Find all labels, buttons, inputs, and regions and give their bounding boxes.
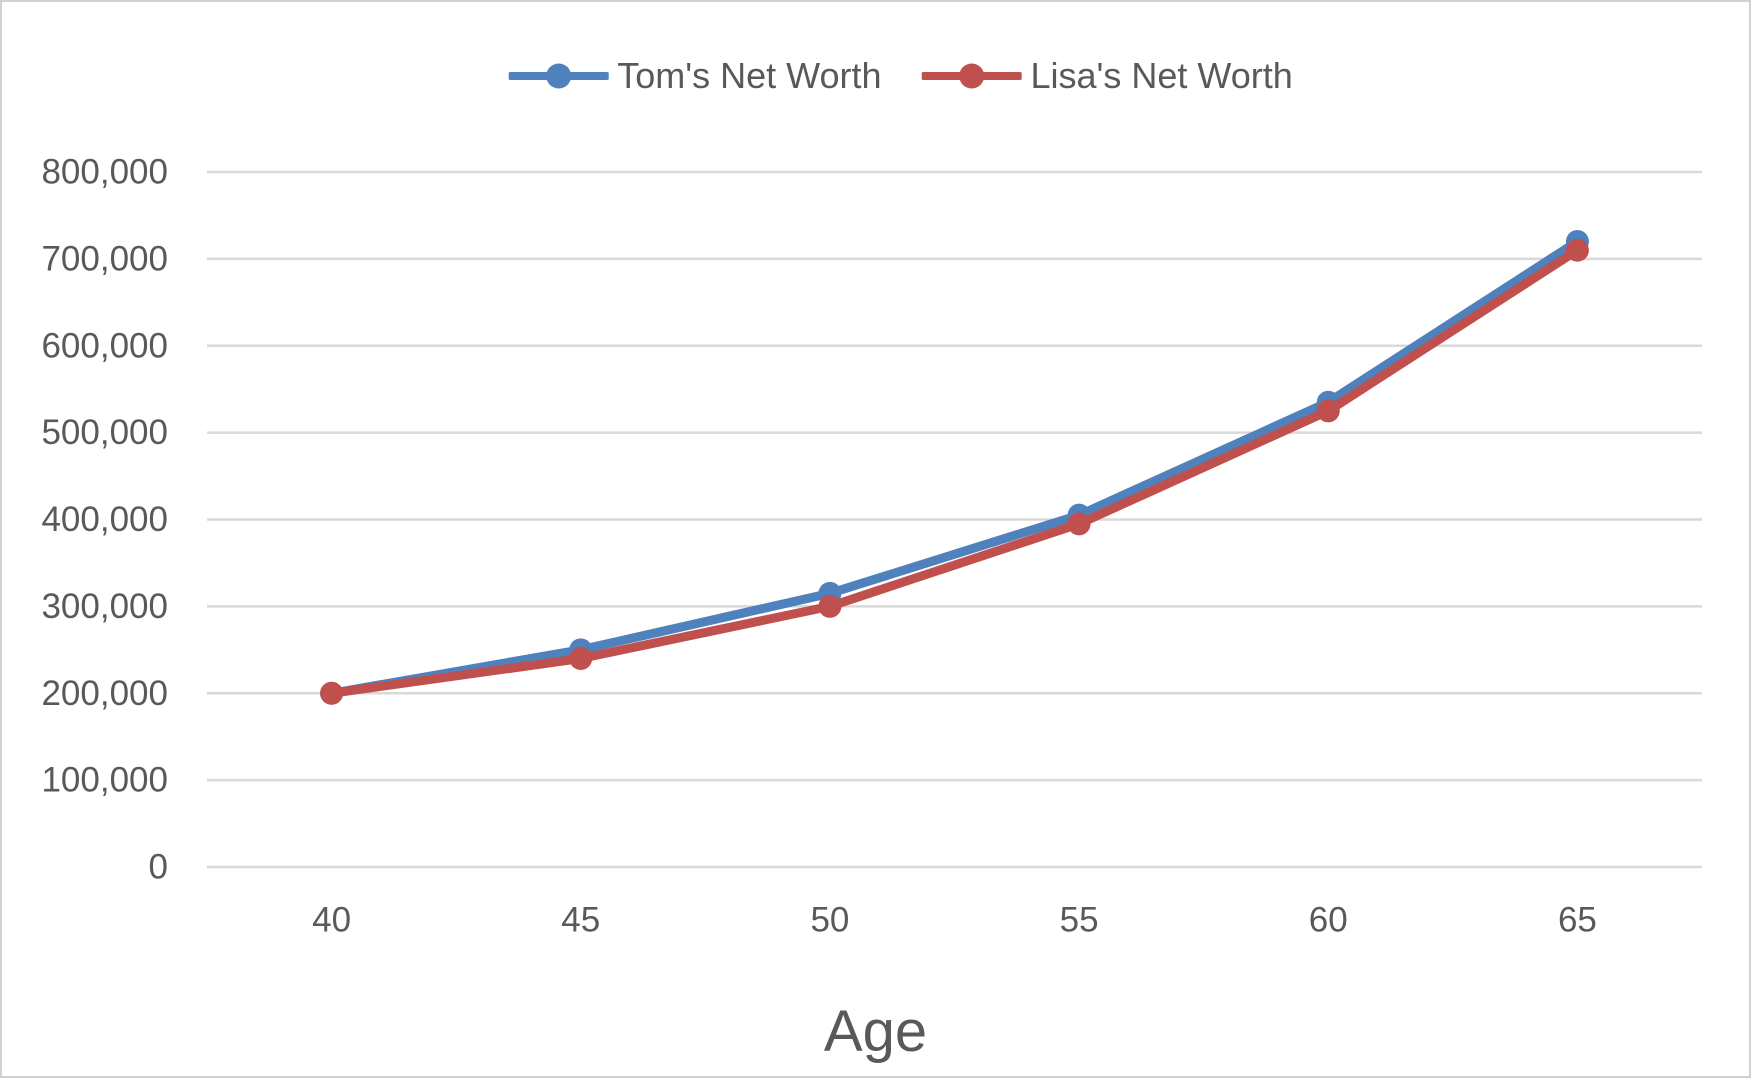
y-tick-label-200,000: 200,000 [41,674,168,713]
legend: Tom's Net Worth Lisa's Net Worth [508,58,1293,94]
y-tick-label-500,000: 500,000 [41,413,168,452]
series-line-lisa-s-net-worth [327,245,1582,698]
x-tick-label-55: 55 [1060,901,1099,940]
y-tick-label-0: 0 [149,848,168,887]
legend-item-lisa: Lisa's Net Worth [921,55,1293,96]
y-tick-label-300,000: 300,000 [41,587,168,626]
marker-lisa-s-net-worth-50 [818,594,842,618]
marker-lisa-s-net-worth-65 [1565,238,1589,262]
legend-item-tom: Tom's Net Worth [508,58,881,94]
marker-lisa-s-net-worth-40 [320,681,344,705]
x-tick-label-65: 65 [1558,901,1597,940]
legend-marker-lisa-line-dot-icon [921,63,1022,89]
x-axis-title: Age [823,999,928,1064]
marker-lisa-s-net-worth-60 [1316,399,1340,423]
x-tick-label-60: 60 [1309,901,1348,940]
legend-marker-tom-line-dot-icon [508,63,609,89]
marker-lisa-s-net-worth-55 [1067,512,1091,536]
x-tick-label-40: 40 [312,901,351,940]
legend-label-tom: Tom's Net Worth [617,55,882,96]
y-tick-label-800,000: 800,000 [41,153,168,192]
y-tick-label-700,000: 700,000 [41,239,168,278]
y-tick-label-400,000: 400,000 [41,500,168,539]
x-tick-label-50: 50 [810,901,849,940]
series-line-tom-s-net-worth [327,237,1582,698]
x-tick-label-45: 45 [561,901,600,940]
marker-lisa-s-net-worth-45 [569,647,593,670]
y-tick-label-600,000: 600,000 [41,326,168,365]
y-tick-label-100,000: 100,000 [41,761,168,800]
legend-label-lisa: Lisa's Net Worth [1030,55,1293,96]
